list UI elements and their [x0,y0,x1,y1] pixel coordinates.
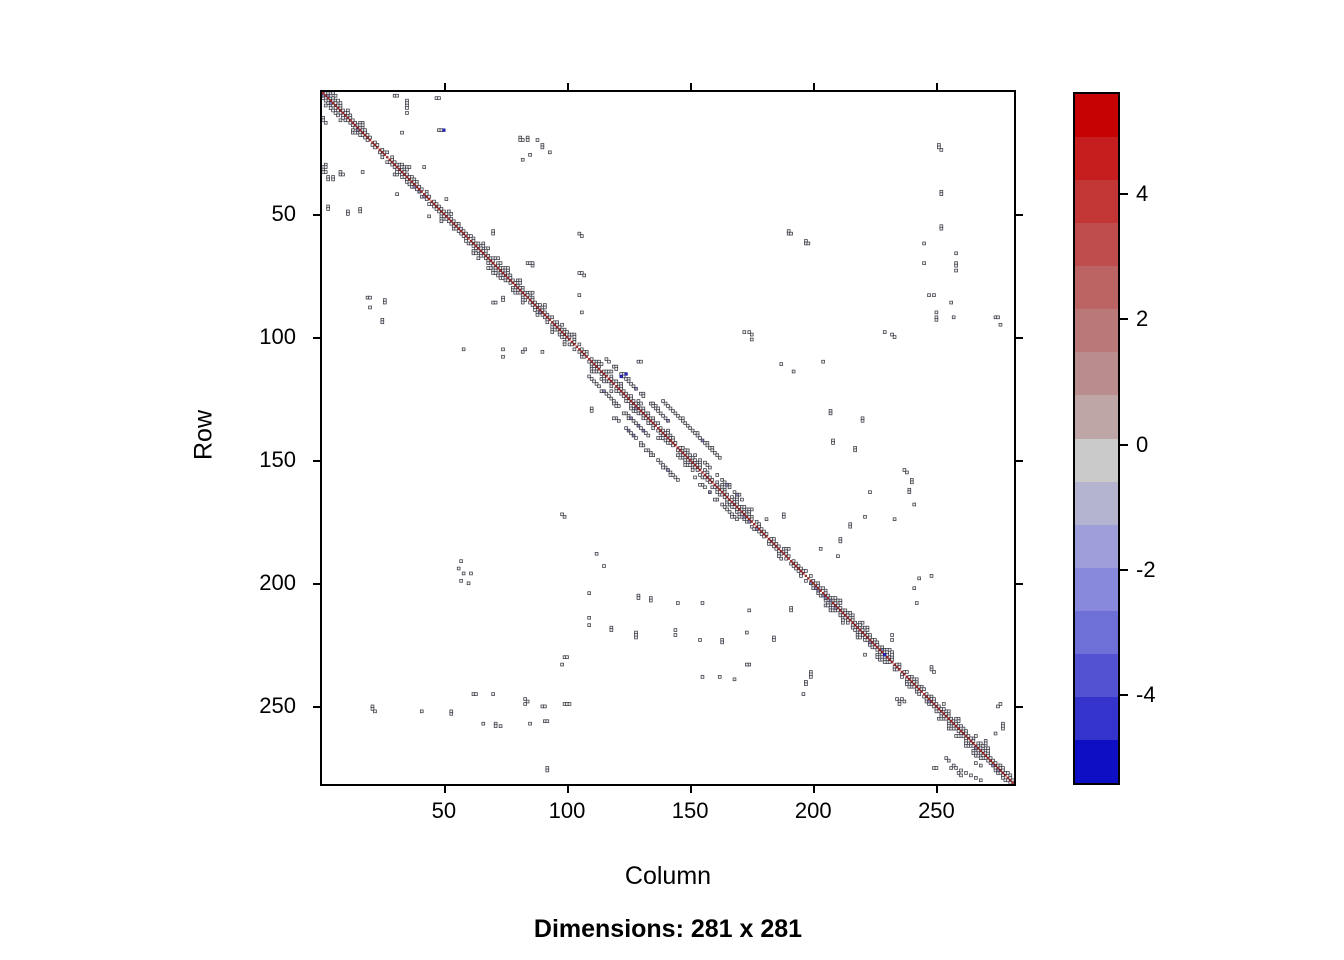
x-tick-label: 250 [918,798,955,823]
y-tick-right [1014,213,1023,216]
y-tick [313,583,322,586]
colorbar-block [1075,696,1118,740]
colorbar-block [1075,739,1118,783]
colorbar-tick-label: 0 [1136,431,1149,457]
y-tick-right [1014,460,1023,463]
colorbar-tick [1118,318,1128,321]
x-tick [443,784,446,793]
y-tick-label: 200 [259,570,296,596]
colorbar-tick [1118,694,1128,697]
colorbar-block [1075,266,1118,310]
colorbar-gradient [1075,94,1118,783]
dimensions-caption: Dimensions: 281 x 281 [533,915,803,943]
x-tick-label: 200 [794,798,832,823]
colorbar-block [1075,309,1118,353]
x-tick [567,784,570,793]
x-tick-label: 50 [431,798,457,823]
y-tick [313,706,322,709]
x-tick-top [813,83,816,92]
colorbar-block [1075,180,1118,224]
colorbar-block [1075,567,1118,611]
y-tick-right [1014,337,1023,340]
sparse-matrix-canvas [322,92,1014,784]
x-tick-label: 100 [548,798,586,823]
y-tick [313,213,322,216]
y-tick [313,460,322,463]
x-tick-label: 150 [671,798,709,823]
y-axis-title: Row [189,409,218,461]
x-tick [936,784,939,793]
colorbar-tick [1118,193,1128,196]
colorbar-tick-label: 2 [1136,306,1149,332]
y-tick [313,337,322,340]
colorbar-tick-label: 4 [1136,181,1149,207]
colorbar-block [1075,610,1118,654]
colorbar-tick [1118,443,1128,446]
colorbar-block [1075,653,1118,697]
colorbar-block [1075,395,1118,439]
colorbar-block [1075,137,1118,181]
colorbar-tick-label: -4 [1136,682,1156,708]
y-tick-label: 100 [259,324,296,350]
y-tick-label: 150 [259,447,296,473]
y-tick-label: 250 [259,693,296,719]
colorbar-block [1075,223,1118,267]
colorbar-block [1075,524,1118,568]
x-axis-title: Column [624,862,712,890]
colorbar-block [1075,481,1118,525]
x-tick [813,784,816,793]
x-tick-top [443,83,446,92]
x-tick-top [690,83,693,92]
x-tick [690,784,693,793]
colorbar-tick-label: -2 [1136,557,1156,583]
colorbar-block [1075,352,1118,396]
x-tick-top [567,83,570,92]
matrix-plot: 50 100 150 200 250 50 100 150 200 250 [259,83,1023,822]
colorbar-legend: 4 2 0 -2 -4 [1073,92,1156,785]
colorbar-block [1075,438,1118,482]
colorbar-tick [1118,569,1128,572]
y-tick-label: 50 [271,200,296,226]
x-tick-top [936,83,939,92]
colorbar-block [1075,94,1118,138]
y-tick-right [1014,706,1023,709]
y-tick-right [1014,583,1023,586]
